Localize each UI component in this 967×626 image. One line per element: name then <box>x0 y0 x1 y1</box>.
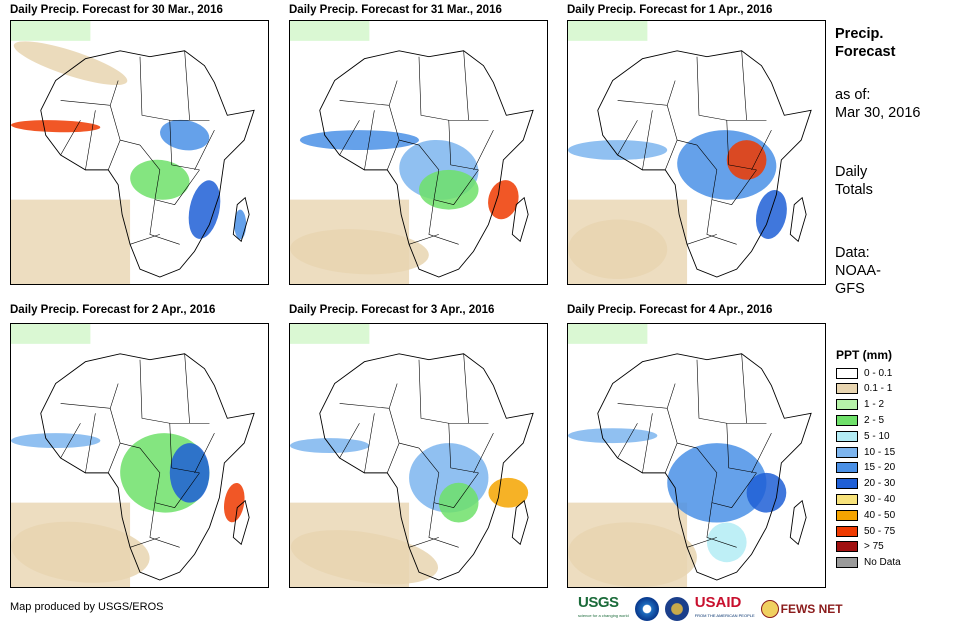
data-line1: NOAA- <box>835 263 881 279</box>
legend-item: 40 - 50 <box>836 509 895 521</box>
forecast-title-line2: Forecast <box>835 44 896 60</box>
legend-item: 50 - 75 <box>836 525 895 537</box>
forecast-map-4 <box>10 323 269 588</box>
as-of-date: Mar 30, 2016 <box>835 105 921 121</box>
legend-item: 0.1 - 1 <box>836 383 892 395</box>
legend-item: > 75 <box>836 541 884 553</box>
legend-swatch <box>836 399 858 411</box>
forecast-map-3 <box>567 20 826 285</box>
legend-swatch <box>836 493 858 505</box>
forecast-map-5 <box>289 323 548 588</box>
panel-title-6: Daily Precip. Forecast for 4 Apr., 2016 <box>567 304 773 316</box>
legend-label: 1 - 2 <box>864 399 885 411</box>
usgs-tagline: science for a changing world <box>578 613 629 618</box>
legend-label: 0.1 - 1 <box>864 383 893 395</box>
totals-line2: Totals <box>835 182 873 198</box>
legend-label: 2 - 5 <box>864 414 885 426</box>
usaid-logo: USAID FROM THE AMERICAN PEOPLE <box>694 594 755 622</box>
usaid-logo-text: USAID <box>694 594 742 611</box>
legend-swatch <box>836 383 858 395</box>
legend-swatch <box>836 509 858 521</box>
legend-item: 1 - 2 <box>836 399 884 411</box>
totals-line1: Daily <box>835 164 868 180</box>
data-label: Data: <box>835 245 870 261</box>
data-line2: GFS <box>835 281 865 297</box>
legend-label: 0 - 0.1 <box>864 367 893 379</box>
legend-label: 30 - 40 <box>864 493 896 505</box>
legend-swatch <box>836 446 858 458</box>
legend-item: 10 - 15 <box>836 446 895 458</box>
legend-label: 10 - 15 <box>864 446 896 458</box>
legend-swatch <box>836 541 858 553</box>
doi-seal-icon <box>664 597 689 621</box>
forecast-map-1 <box>10 20 269 285</box>
fewsnet-logo: FEWS NET <box>760 600 843 618</box>
totals-block: Daily Totals <box>835 163 873 199</box>
legend-title: PPT (mm) <box>836 348 893 362</box>
legend-item: 2 - 5 <box>836 414 884 426</box>
forecast-map-2 <box>289 20 548 285</box>
legend-item: 30 - 40 <box>836 493 895 505</box>
legend-item: 20 - 30 <box>836 478 895 490</box>
forecast-title-line1: Precip. <box>835 26 884 42</box>
usaid-tagline: FROM THE AMERICAN PEOPLE <box>694 613 755 618</box>
legend-label: 20 - 30 <box>864 478 896 490</box>
forecast-title: Precip. Forecast <box>835 25 895 61</box>
legend-swatch <box>836 462 858 474</box>
as-of-block: as of: Mar 30, 2016 <box>835 86 920 122</box>
forecast-map-6 <box>567 323 826 588</box>
legend-label: 50 - 75 <box>864 525 896 537</box>
panel-title-4: Daily Precip. Forecast for 2 Apr., 2016 <box>10 304 216 316</box>
legend-swatch <box>836 557 858 569</box>
as-of-label: as of: <box>835 87 871 103</box>
data-source-block: Data: NOAA- GFS <box>835 244 881 298</box>
usgs-logo: USGS science for a changing world <box>578 594 629 622</box>
legend-item: 5 - 10 <box>836 430 890 442</box>
legend-label: 5 - 10 <box>864 430 890 442</box>
legend-swatch <box>836 414 858 426</box>
legend-swatch <box>836 478 858 490</box>
legend-label: 40 - 50 <box>864 509 896 521</box>
credit-text: Map produced by USGS/EROS <box>10 601 164 613</box>
panel-title-2: Daily Precip. Forecast for 31 Mar., 2016 <box>289 4 502 16</box>
logo-strip: USGS science for a changing world USAID … <box>578 594 843 622</box>
legend-item: 15 - 20 <box>836 462 895 474</box>
noaa-logo-icon <box>634 597 659 621</box>
usgs-logo-text: USGS <box>578 594 619 611</box>
panel-title-1: Daily Precip. Forecast for 30 Mar., 2016 <box>10 4 223 16</box>
panel-title-3: Daily Precip. Forecast for 1 Apr., 2016 <box>567 4 773 16</box>
legend-label: > 75 <box>864 541 884 553</box>
fewsnet-logo-text: FEWS NET <box>780 602 843 616</box>
legend-label: No Data <box>864 557 901 569</box>
legend-swatch <box>836 430 858 442</box>
legend-label: 15 - 20 <box>864 462 896 474</box>
fewsnet-emblem-icon <box>760 600 779 618</box>
panel-title-5: Daily Precip. Forecast for 3 Apr., 2016 <box>289 304 495 316</box>
legend-item: No Data <box>836 557 901 569</box>
legend-item: 0 - 0.1 <box>836 367 892 379</box>
legend-swatch <box>836 525 858 537</box>
legend-swatch <box>836 367 858 379</box>
